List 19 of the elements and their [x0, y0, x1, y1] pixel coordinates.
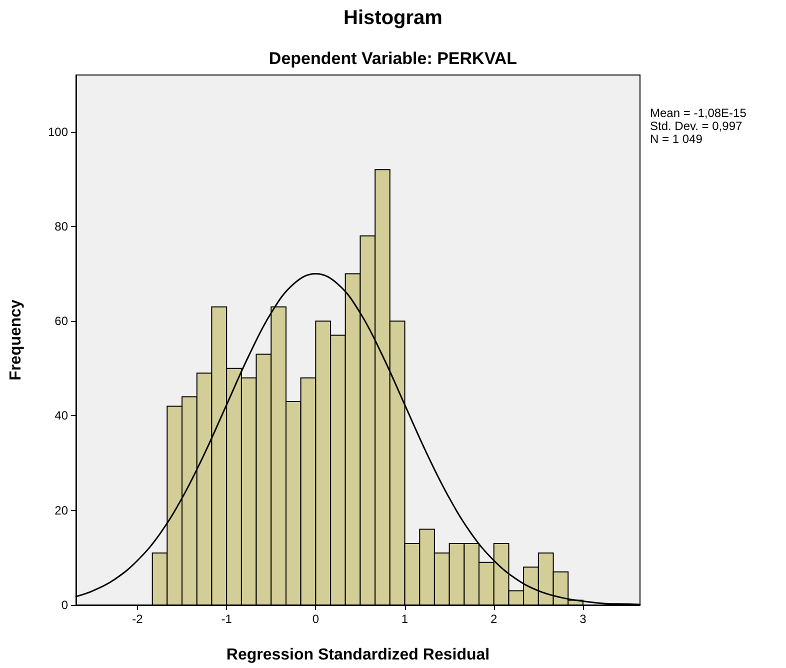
y-tick-label: 40 — [54, 408, 68, 423]
y-tick-label: 20 — [54, 503, 68, 518]
text: Mean = -1,08E-15 — [650, 106, 747, 120]
y-tick-label: 80 — [54, 219, 68, 234]
y-tick-label: 100 — [48, 124, 68, 139]
y-tick-label: 0 — [61, 598, 68, 612]
x-tick-label: 1 — [401, 612, 408, 626]
chart-subtitle: Dependent Variable: PERKVAL — [268, 49, 518, 68]
x-tick-label: 0 — [312, 612, 320, 626]
text: N = 1 049 — [650, 132, 703, 146]
x-tick-label: -1 — [221, 612, 232, 626]
chart-title: Histogram — [344, 7, 442, 29]
x-tick-label: 3 — [580, 612, 587, 626]
y-axis-title: Frequency — [8, 299, 24, 380]
text: Std. Dev. = 0,997 — [650, 119, 742, 133]
y-tick-label: 60 — [54, 314, 68, 328]
x-tick-label: 2 — [490, 612, 498, 626]
x-axis-title: Regression Standardized Residual — [226, 646, 490, 664]
x-tick-label: -2 — [132, 612, 144, 626]
